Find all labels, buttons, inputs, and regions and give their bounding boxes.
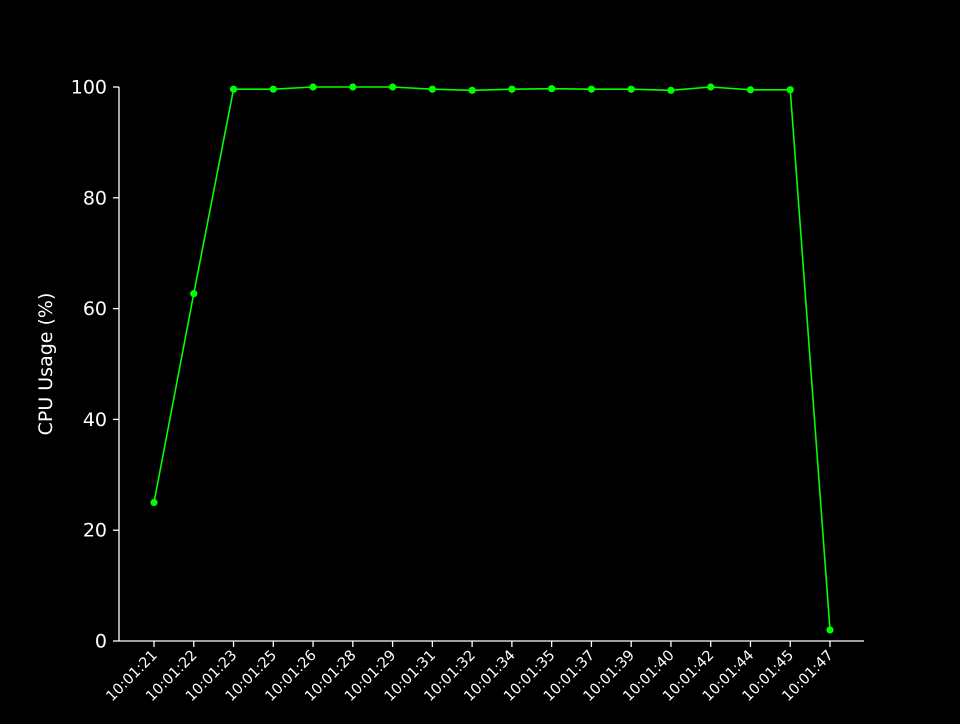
y-tick-label: 40 — [83, 409, 107, 431]
data-point — [428, 85, 436, 93]
data-point — [468, 86, 476, 94]
data-point — [309, 83, 317, 91]
data-point — [548, 85, 556, 93]
series-layer — [150, 83, 834, 634]
data-point — [269, 85, 277, 93]
data-point — [627, 85, 635, 93]
data-point — [150, 498, 158, 507]
data-point — [587, 85, 596, 93]
y-tick-label: 0 — [95, 631, 107, 653]
y-tick-label: 60 — [83, 298, 107, 320]
data-point — [667, 86, 675, 94]
data-point — [508, 85, 516, 93]
axes-layer — [118, 87, 864, 642]
data-point — [707, 83, 715, 91]
ticks-layer: 02040608010010:01:2110:01:2210:01:2310:0… — [71, 77, 837, 705]
data-point — [349, 83, 357, 91]
y-tick-label: 20 — [83, 520, 107, 542]
y-tick-label: 100 — [71, 77, 107, 99]
y-axis-label: CPU Usage (%) — [35, 293, 57, 436]
data-point — [786, 86, 794, 94]
data-point — [826, 626, 834, 634]
data-point — [190, 290, 198, 298]
data-point — [746, 86, 755, 94]
data-point — [388, 83, 397, 91]
series-line — [153, 86, 831, 630]
y-tick-label: 80 — [83, 187, 107, 209]
data-point — [229, 85, 238, 93]
